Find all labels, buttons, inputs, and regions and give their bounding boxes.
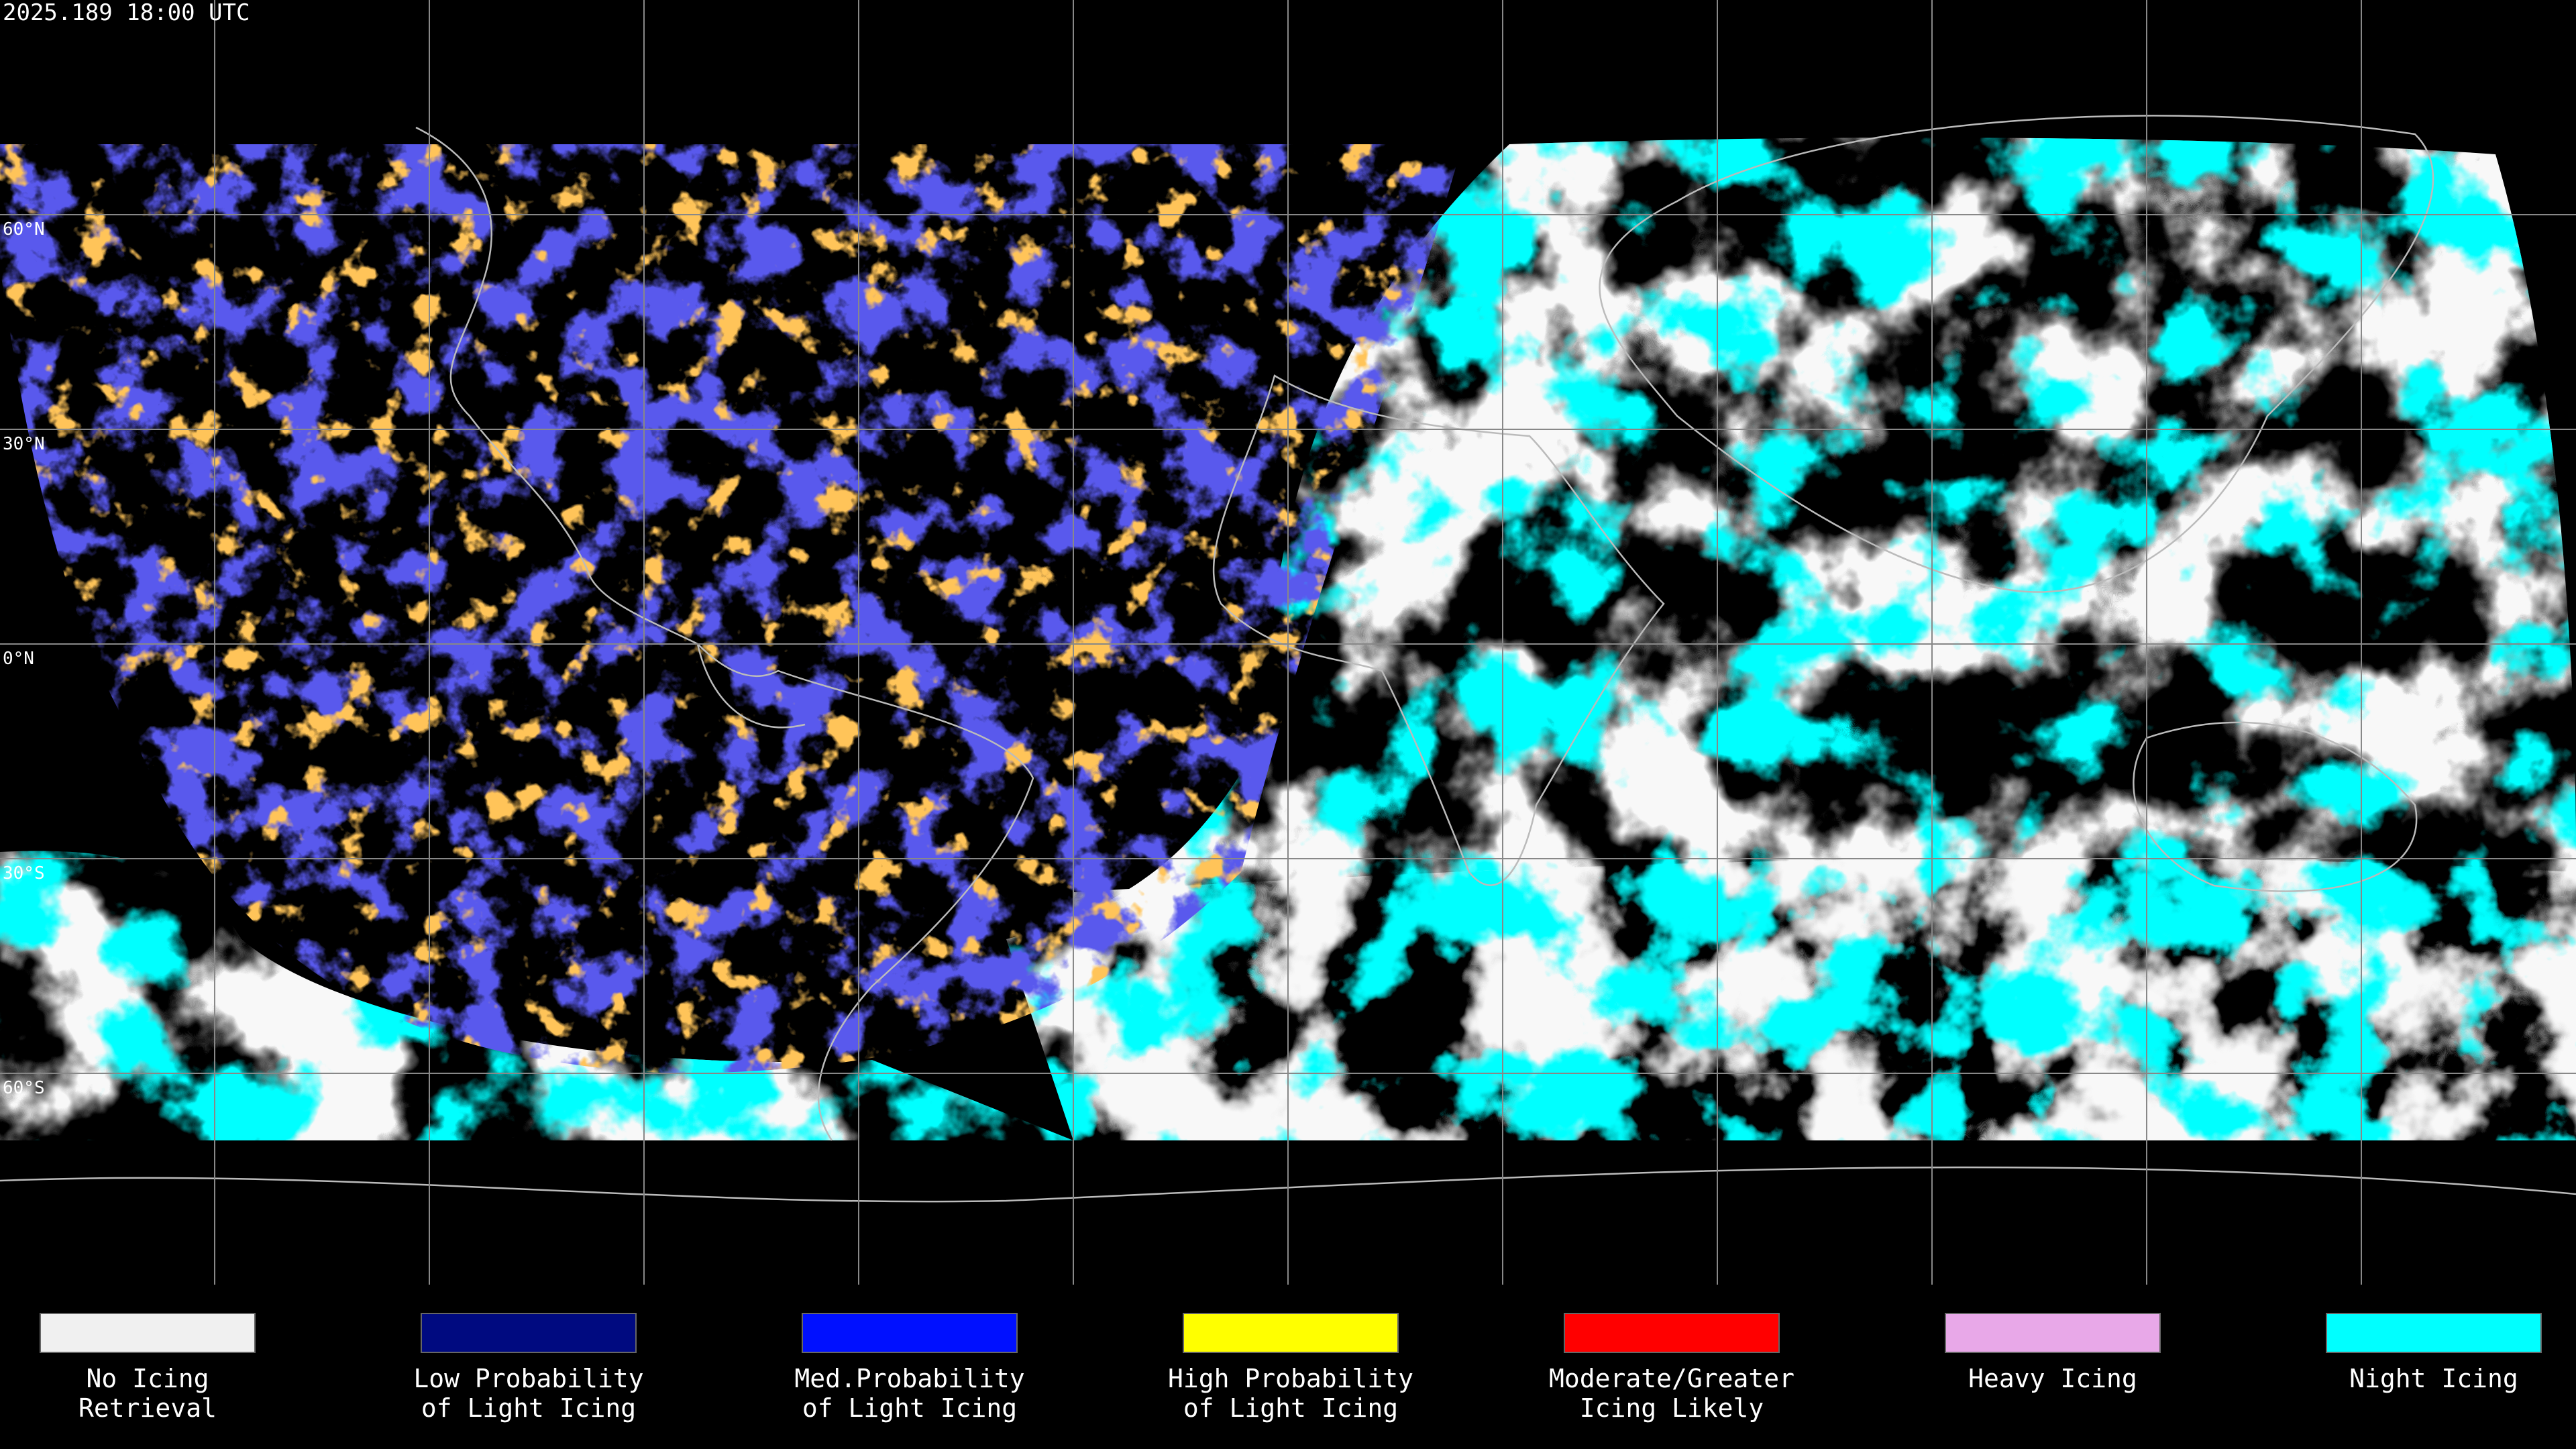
americas-coast — [415, 126, 1034, 1141]
latitude-label: 30°S — [3, 863, 45, 883]
latitude-labels: 60°N 30°N 0°N 30°S 60°S — [3, 219, 45, 1098]
latitude-label: 30°N — [3, 434, 45, 454]
legend-label: of Light Icing — [802, 1393, 1017, 1423]
legend-label: Night Icing — [2349, 1364, 2518, 1393]
central-america-coast — [696, 643, 806, 729]
legend-label: Heavy Icing — [1968, 1364, 2137, 1393]
eurasia-coast — [1599, 115, 2434, 593]
legend-label: No Icing — [86, 1364, 209, 1393]
legend-swatch — [1564, 1313, 1780, 1353]
legend-swatch — [802, 1313, 1018, 1353]
legend-swatch — [1183, 1313, 1399, 1353]
legend-label: of Light Icing — [1183, 1393, 1398, 1423]
legend-label: Icing Likely — [1580, 1393, 1764, 1423]
australia-coast — [2133, 721, 2418, 892]
legend-label: of Light Icing — [421, 1393, 636, 1423]
legend-swatch — [2326, 1313, 2542, 1353]
legend-label: Low Probability — [413, 1364, 643, 1393]
legend-label: Retrieval — [78, 1393, 217, 1423]
legend-swatch — [40, 1313, 256, 1353]
legend-label: Med.Probability — [794, 1364, 1024, 1393]
legend-label: High Probability — [1168, 1364, 1413, 1393]
antarctica-coast — [0, 1166, 2576, 1203]
coastlines — [0, 115, 2576, 1203]
timestamp: 2025.189 18:00 UTC — [3, 0, 250, 26]
legend-label: Moderate/Greater — [1549, 1364, 1794, 1393]
legend-swatch — [1945, 1313, 2161, 1353]
graticule — [0, 0, 2576, 1285]
latitude-label: 60°N — [3, 219, 45, 239]
latitude-label: 0°N — [3, 649, 34, 669]
latitude-label: 60°S — [3, 1078, 45, 1098]
africa-coast — [1212, 374, 1665, 886]
legend-swatch — [421, 1313, 637, 1353]
